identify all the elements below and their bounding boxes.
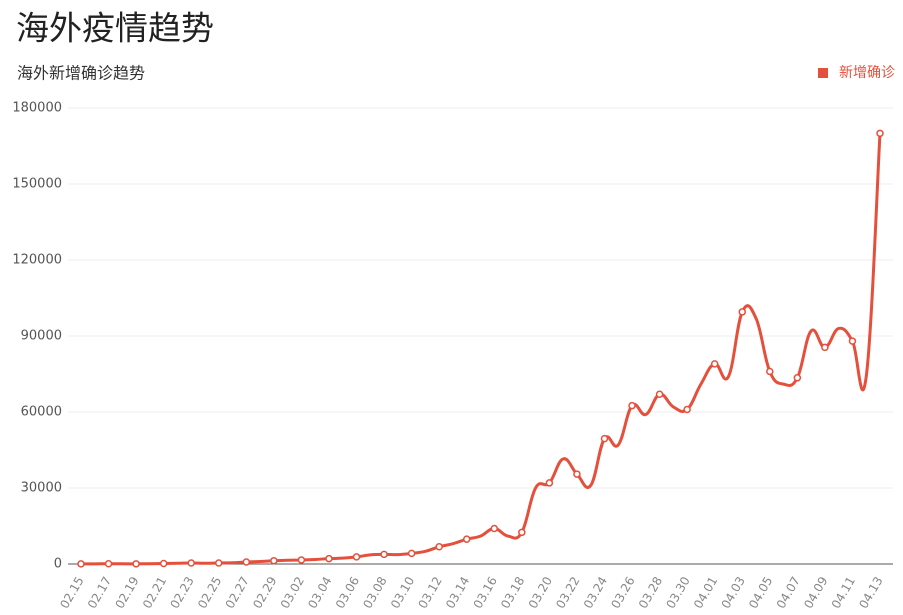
point <box>600 434 609 443</box>
point <box>876 129 884 138</box>
point <box>573 470 581 478</box>
point <box>159 559 168 568</box>
point <box>518 528 526 537</box>
x-tick-label: 03.22 <box>553 574 582 611</box>
x-tick-label: 03.04 <box>305 574 334 611</box>
x-tick-label: 02.17 <box>85 574 114 611</box>
x-tick-label: 03.20 <box>526 574 555 611</box>
x-tick-label: 03.02 <box>278 574 307 611</box>
x-tick-label: 02.27 <box>223 574 252 611</box>
series-line <box>80 133 882 566</box>
point <box>77 560 85 568</box>
point <box>297 556 306 564</box>
y-tick-label: 90000 <box>21 329 62 344</box>
legend-swatch <box>818 68 828 78</box>
point <box>766 367 774 376</box>
x-tick-label: 02.25 <box>195 574 224 611</box>
point <box>710 360 719 368</box>
point <box>352 553 361 561</box>
point <box>490 524 499 533</box>
x-tick-label: 03.10 <box>388 574 417 611</box>
legend-label: 新增确诊 <box>839 65 895 81</box>
x-tick-label: 04.13 <box>856 574 885 611</box>
point <box>462 535 471 543</box>
x-tick-label: 03.18 <box>498 574 527 611</box>
point <box>683 405 691 414</box>
chart-subtitle: 海外新增确诊趋势 <box>17 64 145 83</box>
point <box>435 543 443 551</box>
x-tick-label: 03.14 <box>443 574 472 611</box>
x-tick-label: 03.06 <box>333 574 362 611</box>
x-tick-label: 02.15 <box>57 574 86 611</box>
page-title: 海外疫情趋势 <box>16 9 214 48</box>
point <box>215 559 223 567</box>
point <box>738 308 746 316</box>
y-tick-label: 120000 <box>12 253 62 268</box>
point <box>325 554 333 563</box>
x-tick-label: 04.03 <box>719 574 748 611</box>
x-tick-label: 03.28 <box>636 574 665 611</box>
x-tick-label: 04.09 <box>801 574 830 611</box>
x-tick-label: 03.16 <box>471 574 500 611</box>
point <box>407 549 416 558</box>
y-tick-label: 0 <box>54 557 62 572</box>
y-tick-label: 30000 <box>21 481 62 496</box>
point <box>821 343 829 352</box>
x-tick-label: 02.29 <box>250 574 279 611</box>
point <box>380 550 388 559</box>
x-tick-label: 03.12 <box>415 574 444 611</box>
point <box>545 479 554 487</box>
point <box>628 401 636 410</box>
x-tick-label: 04.11 <box>829 574 858 611</box>
point <box>187 559 195 567</box>
y-tick-label: 180000 <box>12 101 62 116</box>
x-tick-label: 02.19 <box>112 574 141 611</box>
point <box>655 390 664 399</box>
point <box>242 558 251 566</box>
x-tick-label: 03.26 <box>608 574 637 611</box>
point <box>104 560 113 568</box>
x-tick-label: 02.21 <box>140 574 169 611</box>
x-tick-label: 03.30 <box>663 574 692 611</box>
x-tick-label: 03.24 <box>581 574 610 611</box>
y-tick-label: 60000 <box>21 405 62 420</box>
point <box>270 556 278 565</box>
x-tick-label: 04.07 <box>774 574 803 611</box>
point <box>848 337 857 345</box>
y-tick-label: 150000 <box>12 177 62 192</box>
x-tick-label: 03.08 <box>360 574 389 611</box>
x-tick-label: 02.23 <box>168 574 197 611</box>
x-tick-label: 04.05 <box>746 574 775 611</box>
point <box>793 374 802 382</box>
point <box>132 560 140 568</box>
x-tick-label: 04.01 <box>691 574 720 611</box>
